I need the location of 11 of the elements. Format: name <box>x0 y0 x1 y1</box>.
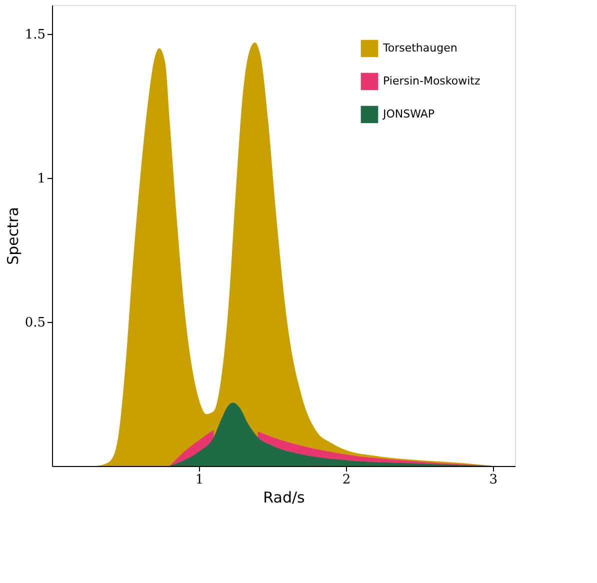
y-tick-label: 0.5 <box>24 315 46 330</box>
x-tick-label: 1 <box>195 472 204 488</box>
legend-label: Torsethaugen <box>382 42 458 54</box>
x-tick-label: 3 <box>489 472 498 488</box>
y-tick-label: 1.5 <box>24 27 46 42</box>
legend-label: Piersin-Moskowitz <box>383 74 480 88</box>
y-axis-title: Spectra <box>4 207 22 265</box>
legend-label: JONSWAP <box>382 108 435 120</box>
x-axis-title: Rad/s <box>263 488 306 506</box>
y-tick-label: 1 <box>37 171 46 186</box>
x-tick-label: 2 <box>342 472 351 488</box>
